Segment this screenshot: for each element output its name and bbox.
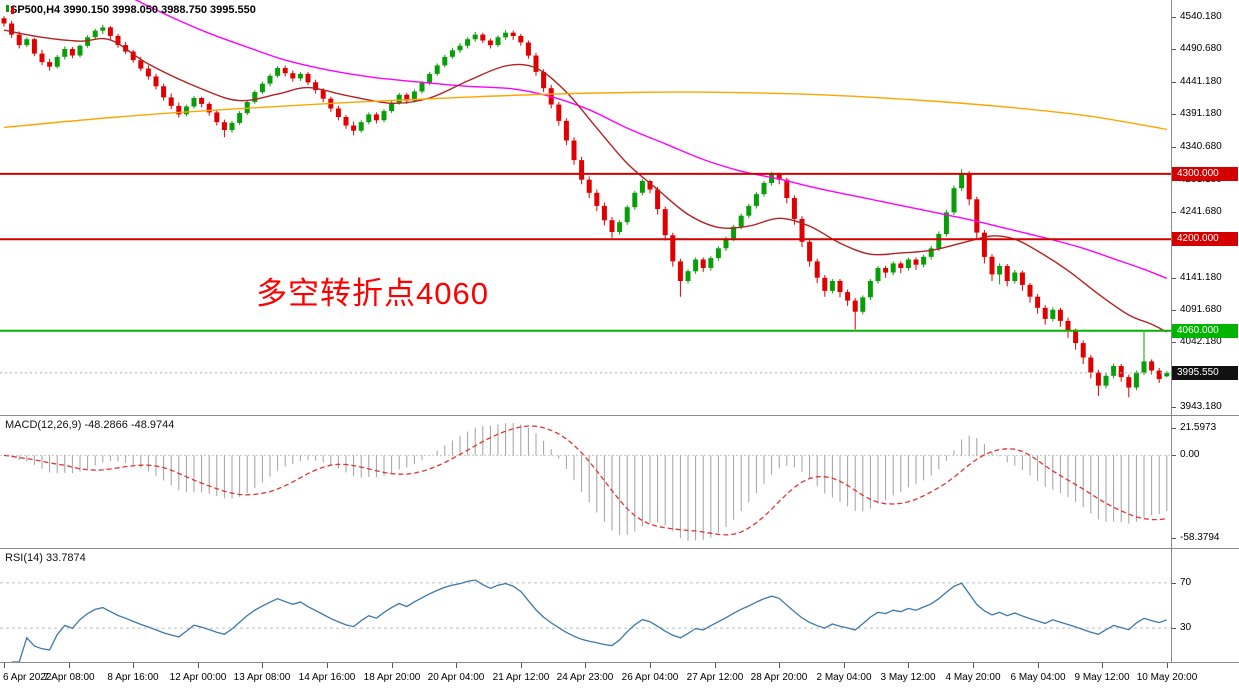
macd-tickmark xyxy=(1172,455,1176,456)
rsi-value-axis[interactable]: 70 30 xyxy=(1172,549,1239,662)
time-label: 2 May 04:00 xyxy=(816,672,872,683)
time-tickmark xyxy=(4,663,5,668)
macd-tick-label: -58.3794 xyxy=(1180,532,1220,543)
macd-value-axis[interactable]: 21.5973 0.00 -58.3794 xyxy=(1172,416,1239,548)
time-label: 27 Apr 12:00 xyxy=(686,672,744,683)
price-tick-label: 4091.680 xyxy=(1180,304,1222,315)
time-tickmark xyxy=(715,663,716,668)
symbol-title-bar: SP500,H4 3990.150 3998.050 3988.750 3995… xyxy=(5,4,256,16)
time-label: 18 Apr 20:00 xyxy=(363,672,421,683)
annotation-text: 多空转折点4060 xyxy=(256,276,489,311)
time-tickmark xyxy=(973,663,974,668)
price-tick-label: 4141.180 xyxy=(1180,272,1222,283)
price-tick-label: 4490.680 xyxy=(1180,43,1222,54)
time-label: 7 Apr 08:00 xyxy=(43,672,95,683)
time-tickmark xyxy=(456,663,457,668)
macd-chart[interactable] xyxy=(0,416,1171,548)
macd-tick-label: 21.5973 xyxy=(1180,422,1217,433)
price-axis[interactable]: 4540.180 4490.680 4441.180 4391.180 4340.680… xyxy=(1172,0,1239,415)
time-label: 28 Apr 20:00 xyxy=(750,672,808,683)
time-label: 26 Apr 04:00 xyxy=(621,672,679,683)
price-tick-label: 4391.180 xyxy=(1180,108,1222,119)
time-axis-line xyxy=(0,662,1239,663)
time-label: 4 May 20:00 xyxy=(945,672,1001,683)
rsi-title: RSI(14) 33.7874 xyxy=(5,552,86,564)
symbol-ohlc-text: SP500,H4 3990.150 3998.050 3988.750 3995… xyxy=(10,4,256,16)
time-tickmark xyxy=(1167,663,1168,668)
time-label: 20 Apr 04:00 xyxy=(427,672,485,683)
time-tickmark xyxy=(521,663,522,668)
price-tick-label: 4441.180 xyxy=(1180,76,1222,87)
time-axis[interactable]: 6 Apr 2022 7 Apr 08:00 8 Apr 16:00 12 Apr 0… xyxy=(0,663,1239,694)
macd-tick-label: 0.00 xyxy=(1180,449,1200,460)
time-label: 21 Apr 12:00 xyxy=(492,672,550,683)
candlestick-chart[interactable] xyxy=(0,0,1171,415)
price-tickmark xyxy=(1172,147,1176,148)
time-label: 10 May 20:00 xyxy=(1136,672,1198,683)
ma-orange-line xyxy=(3,91,1167,131)
time-label: 13 Apr 08:00 xyxy=(233,672,291,683)
price-tickmark xyxy=(1172,310,1176,311)
time-label: 3 May 12:00 xyxy=(880,672,936,683)
price-badge-4300.000: 4300.000 xyxy=(1172,167,1238,181)
price-tickmark xyxy=(1172,278,1176,279)
main-chart-panel[interactable]: SP500,H4 3990.150 3998.050 3988.750 3995… xyxy=(0,0,1171,415)
time-tickmark xyxy=(779,663,780,668)
rsi-tickmark xyxy=(1172,583,1176,584)
price-tick-label: 3943.180 xyxy=(1180,401,1222,412)
time-tickmark xyxy=(133,663,134,668)
time-label: 9 May 12:00 xyxy=(1074,672,1130,683)
time-tickmark xyxy=(650,663,651,668)
macd-tickmark xyxy=(1172,428,1176,429)
time-label: 8 Apr 16:00 xyxy=(107,672,159,683)
rsi-panel[interactable]: RSI(14) 33.7874 xyxy=(0,549,1171,662)
time-label: 12 Apr 00:00 xyxy=(169,672,227,683)
panel-separator[interactable] xyxy=(0,415,1239,416)
price-tickmark xyxy=(1172,114,1176,115)
current-price-badge: 3995.550 xyxy=(1172,366,1238,380)
time-label: 24 Apr 23:00 xyxy=(556,672,614,683)
rsi-line xyxy=(11,579,1168,662)
price-tick-label: 4540.180 xyxy=(1180,11,1222,22)
axis-separator xyxy=(1171,0,1172,662)
time-tickmark xyxy=(327,663,328,668)
rsi-tick-label: 70 xyxy=(1180,577,1192,588)
price-badge-4060.000: 4060.000 xyxy=(1172,324,1238,338)
time-label: 6 Apr 2022 xyxy=(3,672,52,683)
macd-panel[interactable]: MACD(12,26,9) -48.2866 -48.9744 xyxy=(0,416,1171,548)
rsi-tickmark xyxy=(1172,628,1176,629)
price-tickmark xyxy=(1172,342,1176,343)
macd-title: MACD(12,26,9) -48.2866 -48.9744 xyxy=(5,419,175,431)
macd-histogram xyxy=(11,423,1168,541)
candles-layer xyxy=(1,16,1170,398)
time-tickmark xyxy=(1038,663,1039,668)
price-tick-label: 4340.680 xyxy=(1180,141,1222,152)
time-tickmark xyxy=(392,663,393,668)
price-tickmark xyxy=(1172,82,1176,83)
price-tick-label: 4042.180 xyxy=(1180,336,1222,347)
panel-separator[interactable] xyxy=(0,548,1239,549)
time-tickmark xyxy=(844,663,845,668)
price-tickmark xyxy=(1172,17,1176,18)
price-tick-label: 4241.680 xyxy=(1180,206,1222,217)
macd-tickmark xyxy=(1172,538,1176,539)
time-label: 14 Apr 16:00 xyxy=(298,672,356,683)
time-tickmark xyxy=(908,663,909,668)
rsi-chart[interactable] xyxy=(0,549,1171,662)
price-tickmark xyxy=(1172,49,1176,50)
time-tickmark xyxy=(262,663,263,668)
price-tickmark xyxy=(1172,407,1176,408)
time-tickmark xyxy=(69,663,70,668)
price-tickmark xyxy=(1172,212,1176,213)
time-tickmark xyxy=(198,663,199,668)
ma-crimson-line xyxy=(3,29,1168,333)
time-tickmark xyxy=(1102,663,1103,668)
rsi-tick-label: 30 xyxy=(1180,622,1192,633)
time-tickmark xyxy=(585,663,586,668)
ma-magenta-line xyxy=(134,0,1168,280)
time-label: 6 May 04:00 xyxy=(1010,672,1066,683)
price-badge-4200.000: 4200.000 xyxy=(1172,232,1238,246)
